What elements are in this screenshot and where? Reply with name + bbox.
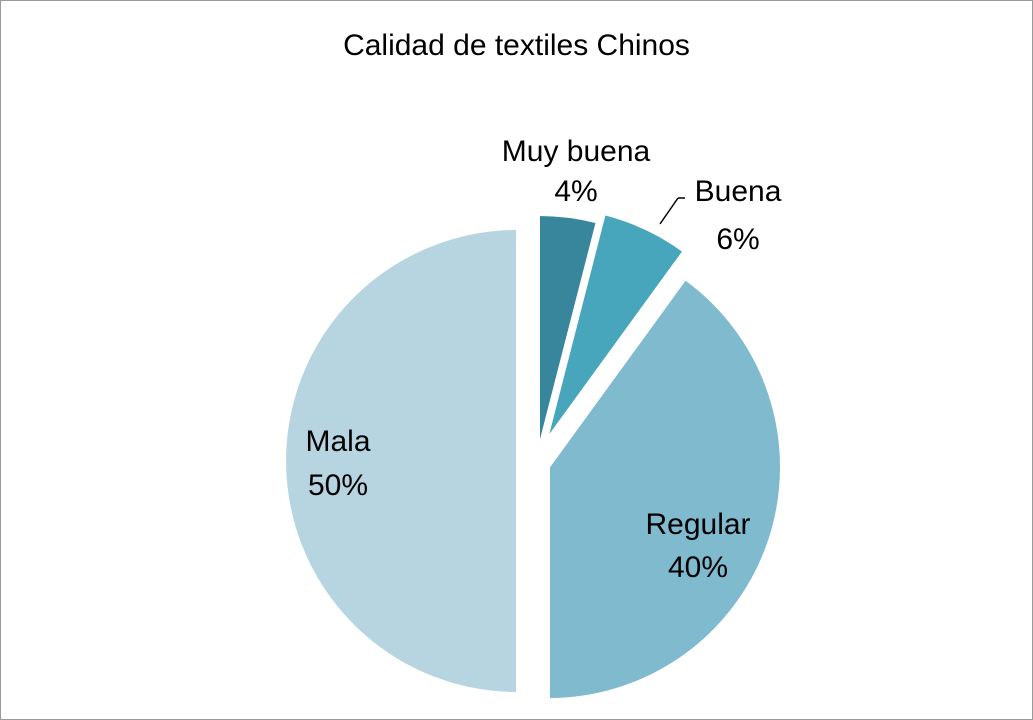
- chart-title: Calidad de textiles Chinos: [343, 29, 690, 62]
- pie-slice-regular: [548, 277, 782, 701]
- pie-slice-mala: [284, 227, 518, 695]
- slice-label-mala: Mala: [305, 425, 370, 458]
- slice-percent-mala: 50%: [308, 469, 368, 502]
- buena-leader-line: [659, 197, 679, 225]
- slice-label-regular: Regular: [645, 508, 750, 541]
- slice-percent-muy-buena: 4%: [554, 175, 597, 208]
- slice-percent-regular: 40%: [668, 551, 728, 584]
- slice-label-muy-buena: Muy buena: [502, 135, 651, 168]
- slice-label-buena: Buena: [695, 175, 782, 208]
- slice-percent-buena: 6%: [716, 223, 759, 256]
- pie-slice-buena: [546, 213, 685, 440]
- pie-slice-muy-buena: [538, 213, 598, 448]
